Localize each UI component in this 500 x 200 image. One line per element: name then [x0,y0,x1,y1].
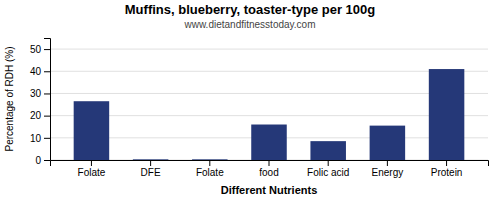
x-tick-mark [91,160,92,166]
x-tick: DFE [141,160,161,178]
y-tick: 0 [35,155,50,166]
bar [429,69,465,160]
y-tick: 10 [30,133,50,144]
y-tick-label: 20 [30,110,42,121]
grid-line [50,71,488,72]
grid-line [50,93,488,94]
y-axis: 0 10 20 30 40 50 [30,39,51,166]
x-tick-label: Folic acid [307,167,349,178]
bar [74,101,110,160]
y-tick-mark [44,93,50,94]
bar [310,141,346,160]
y-axis-title: Percentage of RDH (%) [4,46,15,151]
y-tick-mark [44,116,50,117]
title: Muffins, blueberry, toaster-type per 100… [125,2,375,17]
x-tick: Folate [196,160,224,178]
x-tick-label: food [259,167,278,178]
x-axis: Folate DFE Folate food Folic acid Energy Prote… [51,160,489,178]
y-tick: 50 [30,44,50,55]
subtitle: www.dietandfitnesstoday.com [184,19,316,30]
y-tick: 30 [30,88,50,99]
x-tick-label: Protein [431,167,463,178]
grid-line [50,115,488,116]
grid [50,49,488,160]
chart-container: 0 10 20 30 40 50 Folate DFE Folate food Folic acid… [0,0,500,200]
x-tick: Energy [372,160,404,178]
x-tick-mark [209,160,210,166]
plot-area [74,69,465,160]
bar [192,159,228,160]
y-tick-label: 0 [35,155,41,166]
y-tick-mark [44,138,50,139]
x-tick-label: Folate [78,167,106,178]
y-tick-label: 50 [30,44,42,55]
x-tick: food [259,160,278,178]
x-tick-mark [387,160,388,166]
x-tick: Folate [78,160,106,178]
bar [251,125,287,160]
grid-line [50,49,488,50]
x-tick-label: DFE [141,167,161,178]
y-tick-mark [44,49,50,50]
x-tick-mark [150,160,151,166]
x-tick: Protein [431,160,463,178]
x-tick-mark [328,160,329,166]
x-axis-line [51,161,489,167]
x-tick-mark [269,160,270,166]
y-tick: 40 [30,66,50,77]
bar [370,126,406,160]
bar [133,159,169,160]
chart-svg: 0 10 20 30 40 50 Folate DFE Folate food Folic acid… [0,0,500,200]
y-tick-label: 10 [30,133,42,144]
x-axis-title: Different Nutrients [221,184,318,196]
x-tick-label: Energy [372,167,404,178]
x-tick-label: Folate [196,167,224,178]
y-tick-label: 30 [30,88,42,99]
y-tick: 20 [30,110,50,121]
y-axis-line [44,39,51,161]
x-tick: Folic acid [307,160,349,178]
y-tick-mark [44,71,50,72]
x-tick-mark [446,160,447,166]
y-tick-label: 40 [30,66,42,77]
y-tick-mark [44,160,50,161]
